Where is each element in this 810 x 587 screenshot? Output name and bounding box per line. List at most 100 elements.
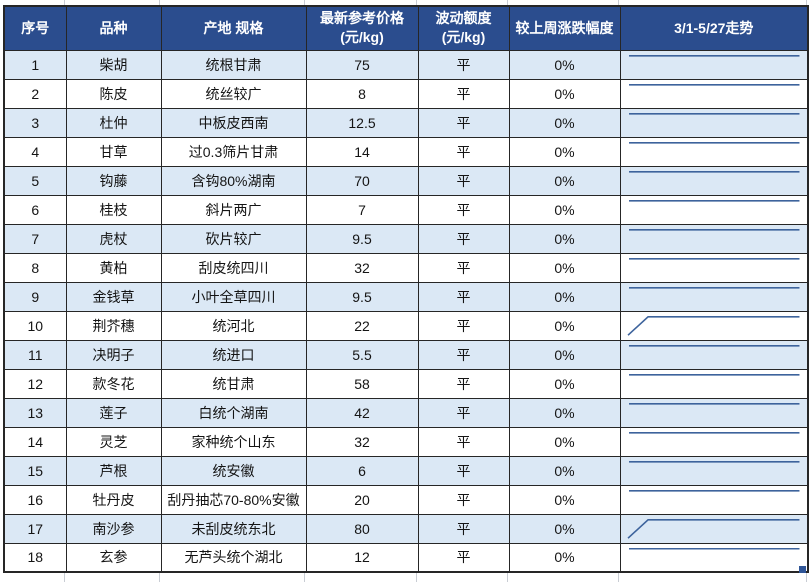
cell-price[interactable]: 6 xyxy=(305,455,419,486)
cell-weekly_change[interactable]: 0% xyxy=(508,223,621,254)
cell-price[interactable]: 12.5 xyxy=(305,107,419,138)
cell-variety[interactable]: 桂枝 xyxy=(65,194,162,225)
cell-origin_spec[interactable]: 斜片两广 xyxy=(160,194,307,225)
cell-fluctuation[interactable]: 平 xyxy=(417,368,510,399)
cell-fluctuation[interactable]: 平 xyxy=(417,194,510,225)
cell-price[interactable]: 22 xyxy=(305,310,419,341)
cell-origin_spec[interactable]: 白统个湖南 xyxy=(160,397,307,428)
cell-weekly_change[interactable]: 0% xyxy=(508,426,621,457)
cell-no[interactable]: 14 xyxy=(3,426,67,457)
cell-trend[interactable] xyxy=(619,368,809,399)
cell-weekly_change[interactable]: 0% xyxy=(508,484,621,515)
cell-price[interactable]: 70 xyxy=(305,165,419,196)
cell-variety[interactable]: 款冬花 xyxy=(65,368,162,399)
cell-trend[interactable] xyxy=(619,513,809,544)
cell-fluctuation[interactable]: 平 xyxy=(417,513,510,544)
cell-variety[interactable]: 甘草 xyxy=(65,136,162,167)
cell-variety[interactable]: 灵芝 xyxy=(65,426,162,457)
cell-price[interactable]: 12 xyxy=(305,542,419,573)
cell-origin_spec[interactable]: 统安徽 xyxy=(160,455,307,486)
cell-fluctuation[interactable]: 平 xyxy=(417,78,510,109)
cell-trend[interactable] xyxy=(619,310,809,341)
cell-weekly_change[interactable]: 0% xyxy=(508,107,621,138)
cell-no[interactable]: 15 xyxy=(3,455,67,486)
cell-price[interactable]: 32 xyxy=(305,426,419,457)
cell-weekly_change[interactable]: 0% xyxy=(508,368,621,399)
cell-origin_spec[interactable]: 中板皮西南 xyxy=(160,107,307,138)
cell-fluctuation[interactable]: 平 xyxy=(417,310,510,341)
cell-fluctuation[interactable]: 平 xyxy=(417,542,510,573)
cell-no[interactable]: 7 xyxy=(3,223,67,254)
cell-origin_spec[interactable]: 统河北 xyxy=(160,310,307,341)
column-header-weekly_change[interactable]: 较上周涨跌幅度 xyxy=(508,5,621,51)
cell-no[interactable]: 2 xyxy=(3,78,67,109)
cell-trend[interactable] xyxy=(619,223,809,254)
cell-origin_spec[interactable]: 统丝较广 xyxy=(160,78,307,109)
cell-trend[interactable] xyxy=(619,339,809,370)
cell-trend[interactable] xyxy=(619,397,809,428)
cell-variety[interactable]: 黄柏 xyxy=(65,252,162,283)
cell-variety[interactable]: 钩藤 xyxy=(65,165,162,196)
cell-weekly_change[interactable]: 0% xyxy=(508,165,621,196)
cell-trend[interactable] xyxy=(619,484,809,515)
cell-weekly_change[interactable]: 0% xyxy=(508,252,621,283)
cell-origin_spec[interactable]: 统甘肃 xyxy=(160,368,307,399)
column-header-variety[interactable]: 品种 xyxy=(65,5,162,51)
cell-origin_spec[interactable]: 小叶全草四川 xyxy=(160,281,307,312)
cell-weekly_change[interactable]: 0% xyxy=(508,397,621,428)
cell-price[interactable]: 20 xyxy=(305,484,419,515)
cell-origin_spec[interactable]: 家种统个山东 xyxy=(160,426,307,457)
cell-variety[interactable]: 陈皮 xyxy=(65,78,162,109)
cell-fluctuation[interactable]: 平 xyxy=(417,165,510,196)
cell-fluctuation[interactable]: 平 xyxy=(417,49,510,80)
cell-no[interactable]: 4 xyxy=(3,136,67,167)
cell-weekly_change[interactable]: 0% xyxy=(508,542,621,573)
cell-price[interactable]: 32 xyxy=(305,252,419,283)
cell-variety[interactable]: 南沙参 xyxy=(65,513,162,544)
cell-fluctuation[interactable]: 平 xyxy=(417,484,510,515)
cell-price[interactable]: 7 xyxy=(305,194,419,225)
cell-no[interactable]: 16 xyxy=(3,484,67,515)
cell-origin_spec[interactable]: 含钩80%湖南 xyxy=(160,165,307,196)
cell-variety[interactable]: 金钱草 xyxy=(65,281,162,312)
cell-weekly_change[interactable]: 0% xyxy=(508,513,621,544)
cell-variety[interactable]: 玄参 xyxy=(65,542,162,573)
cell-trend[interactable] xyxy=(619,165,809,196)
cell-no[interactable]: 3 xyxy=(3,107,67,138)
cell-trend[interactable] xyxy=(619,107,809,138)
cell-variety[interactable]: 柴胡 xyxy=(65,49,162,80)
cell-price[interactable]: 8 xyxy=(305,78,419,109)
cell-weekly_change[interactable]: 0% xyxy=(508,49,621,80)
cell-weekly_change[interactable]: 0% xyxy=(508,310,621,341)
cell-price[interactable]: 9.5 xyxy=(305,281,419,312)
cell-fluctuation[interactable]: 平 xyxy=(417,136,510,167)
cell-weekly_change[interactable]: 0% xyxy=(508,136,621,167)
cell-variety[interactable]: 虎杖 xyxy=(65,223,162,254)
cell-no[interactable]: 11 xyxy=(3,339,67,370)
cell-trend[interactable] xyxy=(619,78,809,109)
column-header-price[interactable]: 最新参考价格 (元/kg) xyxy=(305,5,419,51)
cell-no[interactable]: 5 xyxy=(3,165,67,196)
cell-variety[interactable]: 决明子 xyxy=(65,339,162,370)
cell-origin_spec[interactable]: 统根甘肃 xyxy=(160,49,307,80)
cell-no[interactable]: 10 xyxy=(3,310,67,341)
cell-origin_spec[interactable]: 统进口 xyxy=(160,339,307,370)
cell-no[interactable]: 1 xyxy=(3,49,67,80)
cell-price[interactable]: 58 xyxy=(305,368,419,399)
cell-weekly_change[interactable]: 0% xyxy=(508,339,621,370)
cell-trend[interactable] xyxy=(619,455,809,486)
cell-price[interactable]: 80 xyxy=(305,513,419,544)
cell-fluctuation[interactable]: 平 xyxy=(417,281,510,312)
cell-weekly_change[interactable]: 0% xyxy=(508,194,621,225)
column-header-origin_spec[interactable]: 产地 规格 xyxy=(160,5,307,51)
cell-trend[interactable] xyxy=(619,252,809,283)
cell-origin_spec[interactable]: 刮丹抽芯70-80%安徽 xyxy=(160,484,307,515)
cell-price[interactable]: 5.5 xyxy=(305,339,419,370)
cell-origin_spec[interactable]: 未刮皮统东北 xyxy=(160,513,307,544)
cell-trend[interactable] xyxy=(619,136,809,167)
cell-origin_spec[interactable]: 无芦头统个湖北 xyxy=(160,542,307,573)
cell-origin_spec[interactable]: 过0.3筛片甘肃 xyxy=(160,136,307,167)
cell-trend[interactable] xyxy=(619,426,809,457)
cell-variety[interactable]: 牡丹皮 xyxy=(65,484,162,515)
cell-no[interactable]: 13 xyxy=(3,397,67,428)
